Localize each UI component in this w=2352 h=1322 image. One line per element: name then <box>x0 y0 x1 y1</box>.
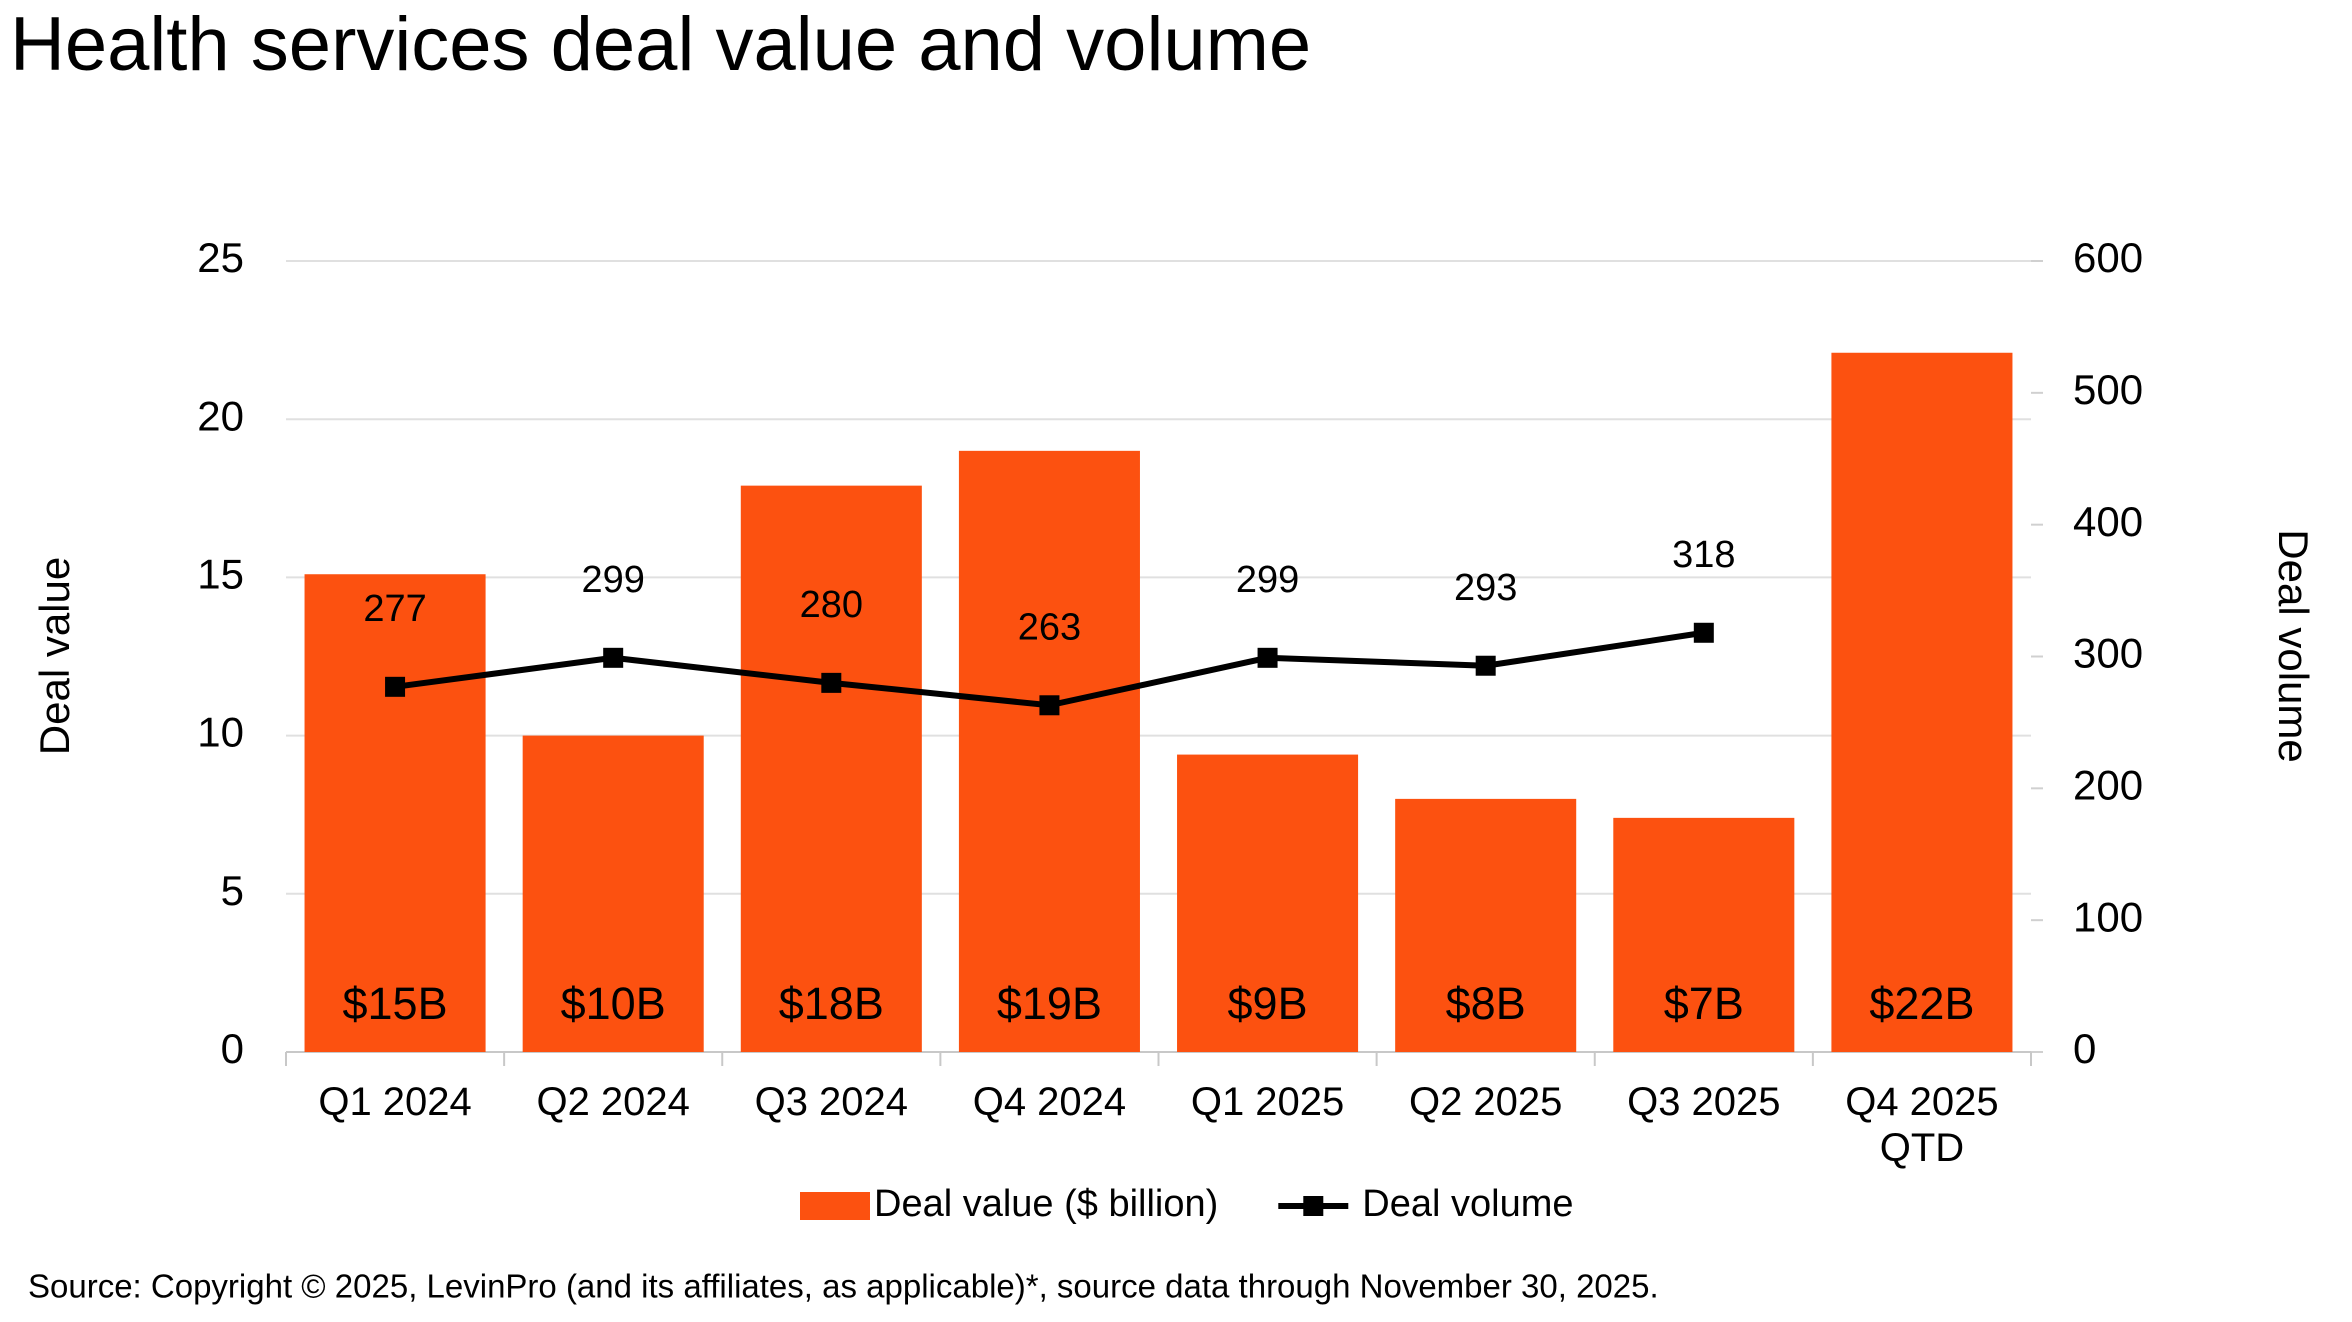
line-value-label: 299 <box>581 559 644 601</box>
line-marker <box>603 647 624 668</box>
bar <box>1831 352 2013 1053</box>
line-value-label: 318 <box>1672 534 1735 576</box>
x-tick-line: Q4 2024 <box>973 1080 1126 1124</box>
bar-value-label: $9B <box>1228 978 1308 1029</box>
line-marker <box>1257 647 1278 668</box>
y-tick-label: 10 <box>197 709 244 756</box>
bar <box>1395 798 1577 1052</box>
x-tick-label: Q4 2025 QTD <box>1845 1080 1998 1170</box>
y2-tick-label: 100 <box>2073 893 2143 940</box>
line-value-label: 280 <box>800 584 863 626</box>
y2-tick-label: 0 <box>2073 1025 2096 1072</box>
bar-value-label: $8B <box>1446 978 1526 1029</box>
x-tick-label: Q2 2024 <box>536 1080 689 1124</box>
bar-value-label: $22B <box>1869 978 1974 1029</box>
y2-axis-label: Deal volume <box>2270 529 2317 762</box>
line-marker <box>1039 695 1060 716</box>
bar <box>522 735 704 1052</box>
y-tick-label: 25 <box>197 234 244 281</box>
line-value-label: 263 <box>1018 606 1081 648</box>
line-marker <box>821 672 842 693</box>
source-note: Source: Copyright © 2025, LevinPro (and … <box>28 1268 1659 1305</box>
y-tick-label: 20 <box>197 392 244 439</box>
line-value-label: 293 <box>1454 567 1517 609</box>
bar-value-label: $15B <box>343 978 448 1029</box>
x-tick-line: Q2 2024 <box>536 1080 689 1124</box>
bar-value-label: $19B <box>997 978 1102 1029</box>
x-tick-line: QTD <box>1880 1126 1964 1170</box>
bar <box>1177 754 1359 1052</box>
bar <box>304 574 486 1052</box>
line-marker <box>385 676 406 697</box>
x-tick-line: Q3 2025 <box>1627 1080 1780 1124</box>
bar <box>740 485 922 1052</box>
bar <box>1613 817 1795 1052</box>
y-tick-label: 0 <box>221 1025 244 1072</box>
bar <box>958 450 1140 1053</box>
y-tick-label: 15 <box>197 550 244 597</box>
y2-tick-label: 400 <box>2073 498 2143 545</box>
y2-tick-label: 300 <box>2073 630 2143 677</box>
x-tick-label: Q1 2025 <box>1191 1080 1344 1124</box>
y-tick-label: 5 <box>221 867 244 914</box>
line-value-label: 277 <box>363 588 426 630</box>
y-axis-label: Deal value <box>31 557 78 755</box>
x-tick-label: Q4 2024 <box>973 1080 1126 1124</box>
x-tick-line: Q1 2025 <box>1191 1080 1344 1124</box>
bar-value-label: $18B <box>779 978 884 1029</box>
legend-marker <box>1303 1196 1324 1216</box>
bar-value-label: $10B <box>561 978 666 1029</box>
line-marker <box>1693 622 1714 643</box>
chart-title: Health services deal value and volume <box>10 2 1311 87</box>
legend-swatch <box>800 1192 870 1220</box>
x-tick-label: Q3 2025 <box>1627 1080 1780 1124</box>
x-tick-label: Q2 2025 <box>1409 1080 1562 1124</box>
x-tick-line: Q4 2025 <box>1845 1080 1998 1124</box>
legend-label: Deal value ($ billion) <box>874 1183 1218 1225</box>
legend-label: Deal volume <box>1362 1183 1573 1225</box>
x-tick-line: Q2 2025 <box>1409 1080 1562 1124</box>
x-tick-label: Q3 2024 <box>755 1080 908 1124</box>
line-marker <box>1475 655 1496 676</box>
x-tick-line: Q3 2024 <box>755 1080 908 1124</box>
x-tick-label: Q1 2024 <box>318 1080 471 1124</box>
y2-tick-label: 200 <box>2073 761 2143 808</box>
x-tick-line: Q1 2024 <box>318 1080 471 1124</box>
bar-value-label: $7B <box>1664 978 1744 1029</box>
line-value-label: 299 <box>1236 559 1299 601</box>
y2-tick-label: 600 <box>2073 234 2143 281</box>
y2-tick-label: 500 <box>2073 366 2143 413</box>
